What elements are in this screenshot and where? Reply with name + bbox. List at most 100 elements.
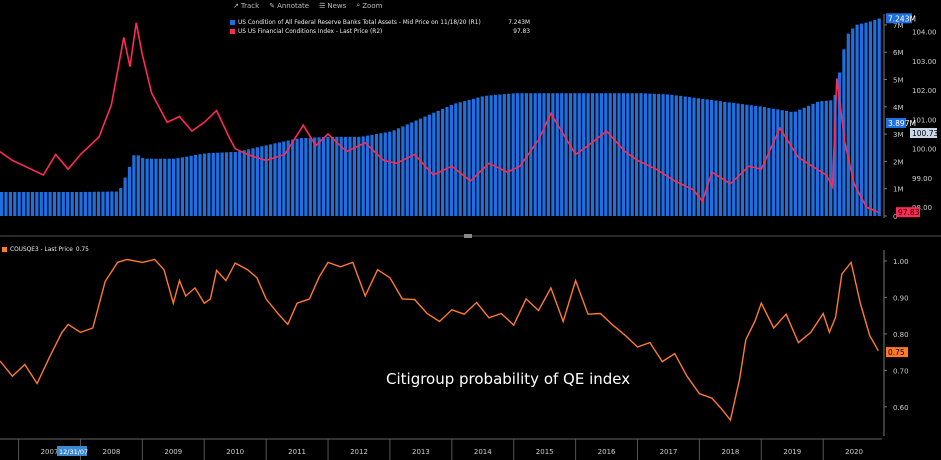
fed-assets-bar [546,93,550,216]
fed-assets-bar [79,192,83,216]
r2-tick-label: 99.00 [912,175,932,183]
fed-assets-bar [590,93,595,216]
fed-assets-bar [696,98,700,216]
legend-row-fci[interactable]: US US Financial Conditions Index - Last … [230,27,530,36]
fed-assets-bar [467,99,471,216]
top-legend: US Condition of All Federal Reserve Bank… [230,18,530,36]
legend-swatch-qe [2,247,7,252]
fed-assets-bar [538,93,542,216]
chart-toolbar: ↗ Track ✎ Annotate ☰ News ⌕ Zoom [233,0,382,11]
fed-assets-bar [136,155,140,216]
fed-assets-bar [807,105,811,216]
fed-assets-bar [824,100,828,216]
fed-assets-bar [586,93,590,216]
fed-assets-bar [335,136,339,216]
fed-assets-bar [233,151,237,216]
fed-assets-bar [414,120,418,216]
fed-assets-bar [749,105,753,216]
fed-assets-bar [595,93,599,216]
fed-assets-value-flag-bg [886,118,906,128]
fed-assets-bar [304,137,308,216]
fed-assets-bar [39,192,43,216]
x-tick-label: 2016 [598,448,616,456]
fed-assets-bar [229,152,233,216]
fed-assets-bar [132,155,136,216]
fed-assets-bar [216,152,220,216]
fed-assets-bar [754,105,758,216]
fed-assets-bar [736,103,740,216]
fed-assets-bar [449,105,453,216]
fed-assets-bar [837,72,842,216]
fed-assets-bar [26,192,30,216]
qe-tick-label: 0.90 [893,294,909,302]
x-tick-label: 2010 [226,448,244,456]
fci-last-flag-bg [896,207,920,218]
fed-assets-bar [66,192,70,216]
x-tick-label: 2013 [412,448,430,456]
bottom-legend: COUSQE3 - Last Price 0.75 [2,245,89,254]
fed-assets-bar [52,192,57,216]
x-tick-label: 2014 [474,448,492,456]
fed-assets-bar [114,191,118,216]
fed-assets-bar [198,154,202,216]
chart-annotation: Citigroup probability of QE index [386,370,631,388]
fed-assets-bar [705,99,709,216]
fed-assets-bar [172,158,176,216]
fed-assets-bar [661,94,665,216]
fed-assets-bar [859,23,864,216]
legend-row-qe[interactable]: COUSQE3 - Last Price 0.75 [2,245,89,254]
fed-assets-bar [683,96,687,216]
fed-assets-bar [339,136,343,216]
fed-assets-bar [22,192,26,216]
fed-assets-bar [458,102,462,216]
x-start-flag-bg [57,446,87,456]
fci-last-flag: 97.83 [898,208,920,217]
fed-assets-bar [776,109,780,216]
fed-assets-bar [299,138,304,216]
fed-assets-bar [247,149,251,216]
fed-assets-bar [555,93,559,216]
fed-assets-bar [635,93,639,216]
fed-assets-bar [643,93,648,216]
fed-assets-bar [224,152,229,216]
r1-tick-label: 7M [893,22,904,30]
fed-assets-bar [35,192,39,216]
fed-assets-bar [630,93,634,216]
fci-value-flag: 100.73 [912,129,938,138]
fed-assets-bar [83,191,87,216]
legend-row-fed-assets[interactable]: US Condition of All Federal Reserve Bank… [230,18,530,27]
fed-assets-bar [220,152,224,216]
fed-assets-bar [110,191,114,216]
fed-assets-bar [75,192,79,216]
qe-last-flag: 0.75 [888,348,905,357]
toolbar-track-button[interactable]: ↗ Track [233,0,259,11]
fed-assets-bar [688,97,692,216]
fed-assets-bar [873,20,877,216]
fed-assets-bar [657,94,661,216]
toolbar-annotate-button[interactable]: ✎ Annotate [269,0,309,11]
fed-assets-bar [348,136,352,216]
fed-assets-bar [8,192,12,216]
toolbar-zoom-button[interactable]: ⌕ Zoom [356,0,382,11]
qe-last-flag-bg [886,347,908,358]
fed-assets-bar [710,100,714,216]
fed-assets-bar [471,98,476,216]
fed-assets-bar [833,94,837,216]
fed-assets-bar [277,142,281,216]
fed-assets-bar [820,101,824,216]
fed-assets-bar [291,139,295,216]
toolbar-news-button[interactable]: ☰ News [319,0,346,11]
qe-tick-label: 0.80 [893,331,909,339]
fed-assets-bar [61,192,65,216]
fed-assets-bar [313,137,317,216]
fed-assets-bar [855,24,859,216]
fed-assets-bar [785,111,789,216]
fed-assets-bar [286,140,290,216]
fed-assets-bar [410,122,414,216]
fed-assets-bar [498,94,502,216]
x-tick-label: 2015 [536,448,554,456]
r1-tick-label: 2M [893,158,904,166]
zoom-icon: ⌕ [356,1,361,9]
fed-assets-bar [564,93,568,216]
x-tick-label: 2007 [41,448,59,456]
